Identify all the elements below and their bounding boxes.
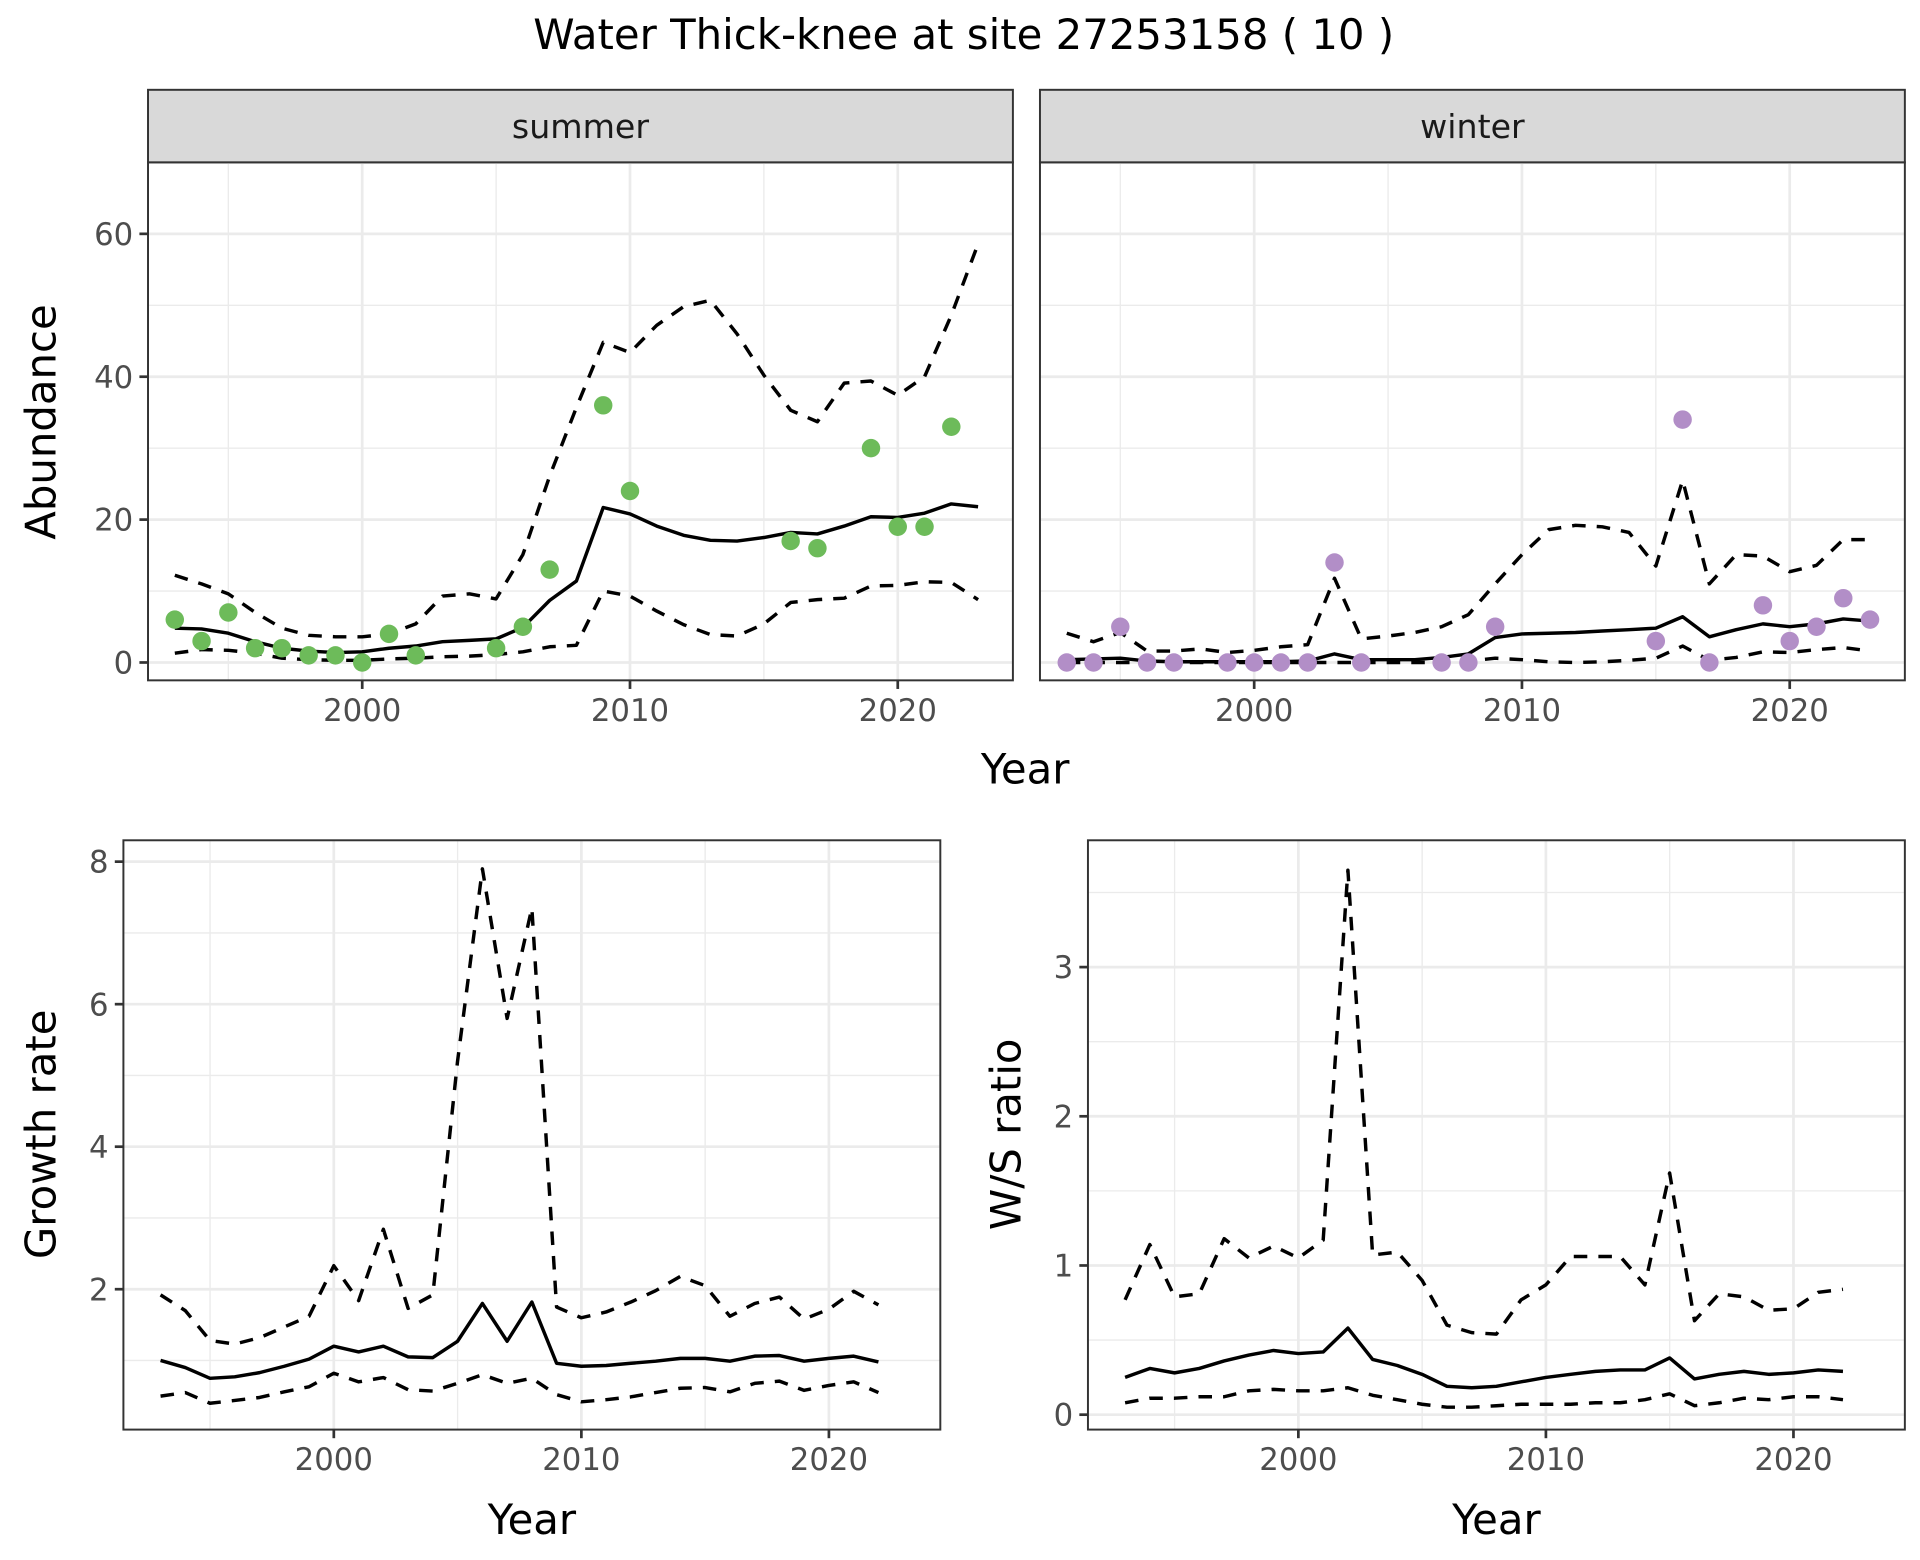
observed-point (1325, 553, 1344, 572)
y-tick-label: 2 (89, 1272, 109, 1308)
x-tick-label: 2020 (1754, 1442, 1832, 1478)
panel-frame (122, 839, 942, 1431)
strip-winter: winter (1038, 88, 1906, 164)
model-line (160, 1300, 879, 1381)
upper-bound-line (159, 867, 880, 1346)
strip-summer: summer (147, 88, 1014, 164)
observed-point (352, 653, 372, 672)
panel-frame (1038, 161, 1906, 682)
observed-point (379, 624, 399, 644)
observed-point (1700, 653, 1719, 672)
observed-point (1673, 410, 1692, 429)
y-tick-label: 0 (1054, 1398, 1074, 1434)
x-tick-label: 2010 (1507, 1442, 1585, 1478)
x-tick-label: 2020 (790, 1442, 868, 1478)
observed-point (861, 438, 881, 458)
y-tick-label: 60 (94, 217, 133, 253)
observed-point (1352, 653, 1371, 672)
panel-growth-rate: 2000 2010 2020 2 4 6 8 (89, 839, 942, 1478)
observed-point (165, 610, 185, 629)
lower-bound-line (160, 1371, 880, 1405)
observed-point (1646, 631, 1666, 651)
x-tick-label: 2020 (1751, 693, 1829, 729)
observed-point (1860, 610, 1880, 629)
y-tick-label: 4 (89, 1130, 109, 1166)
observed-point (1834, 588, 1853, 608)
observed-point (1244, 653, 1264, 672)
observed-point (326, 646, 345, 665)
observed-point (1057, 653, 1076, 672)
observed-point (1780, 631, 1799, 651)
observed-point (1271, 653, 1291, 672)
observed-point (540, 560, 559, 579)
x-tick-label: 2010 (542, 1442, 620, 1478)
y-tick-label: 1 (1054, 1249, 1074, 1285)
observed-point (1164, 653, 1184, 672)
observed-point (915, 517, 934, 536)
panel-ws-ratio: 2000 2010 2020 0 1 2 3 (1054, 839, 1906, 1478)
x-tick-label: 2010 (1483, 693, 1561, 729)
observed-point (1485, 617, 1505, 636)
observed-point (299, 646, 318, 665)
observed-point (942, 417, 961, 436)
ws-y-axis-title: W/S ratio (981, 1038, 1030, 1230)
x-tick-label: 2000 (295, 1442, 373, 1478)
top-x-axis-title: Year (980, 745, 1070, 794)
growth-y-axis-title: Growth rate (17, 1010, 66, 1260)
observed-point (1432, 653, 1451, 672)
observed-point (620, 481, 640, 501)
observed-point (1753, 596, 1773, 615)
observed-point (1298, 653, 1317, 672)
observed-point (1084, 653, 1103, 672)
observed-point (1218, 653, 1237, 672)
y-tick-label: 2 (1054, 1099, 1074, 1135)
observed-point (808, 538, 827, 558)
observed-point (513, 617, 533, 636)
panel-frame (1086, 839, 1906, 1431)
model-line (1124, 1326, 1844, 1390)
observed-point (245, 638, 265, 658)
strip-summer-label: summer (512, 107, 649, 146)
x-tick-label: 2010 (591, 693, 669, 729)
observed-point (781, 531, 800, 551)
observed-point (1137, 653, 1157, 672)
panel-winter: 2000 2010 2020 (1038, 161, 1906, 729)
upper-bound-line (174, 243, 980, 639)
observed-point (1459, 653, 1478, 672)
upper-bound-line (1066, 478, 1871, 655)
x-tick-label: 2000 (1215, 693, 1293, 729)
upper-bound-line (1123, 868, 1844, 1336)
observed-point (406, 646, 426, 665)
x-tick-label: 2000 (1259, 1442, 1337, 1478)
strip-winter-label: winter (1420, 107, 1525, 146)
x-tick-label: 2000 (323, 693, 401, 729)
panel-summer: 2000 2010 2020 0 20 40 60 (94, 161, 1014, 729)
x-tick-label: 2020 (859, 693, 937, 729)
observed-point (888, 517, 907, 536)
y-tick-label: 40 (94, 360, 133, 396)
observed-point (593, 396, 613, 415)
y-tick-label: 20 (94, 503, 133, 539)
observed-point (219, 603, 238, 622)
observed-point (1111, 617, 1130, 636)
growth-x-axis-title: Year (487, 1495, 577, 1544)
observed-point (272, 638, 292, 658)
observed-point (192, 631, 211, 651)
ws-x-axis-title: Year (1451, 1495, 1541, 1544)
observed-point (1807, 617, 1826, 636)
top-y-axis-title: Abundance (17, 304, 66, 540)
observed-point (486, 638, 506, 658)
y-tick-label: 8 (89, 845, 109, 881)
y-tick-label: 3 (1054, 950, 1074, 986)
panel-frame (147, 161, 1014, 682)
y-tick-label: 0 (114, 646, 134, 682)
chart-title: Water Thick-knee at site 27253158 ( 10 ) (533, 10, 1394, 59)
y-tick-label: 6 (89, 987, 109, 1023)
